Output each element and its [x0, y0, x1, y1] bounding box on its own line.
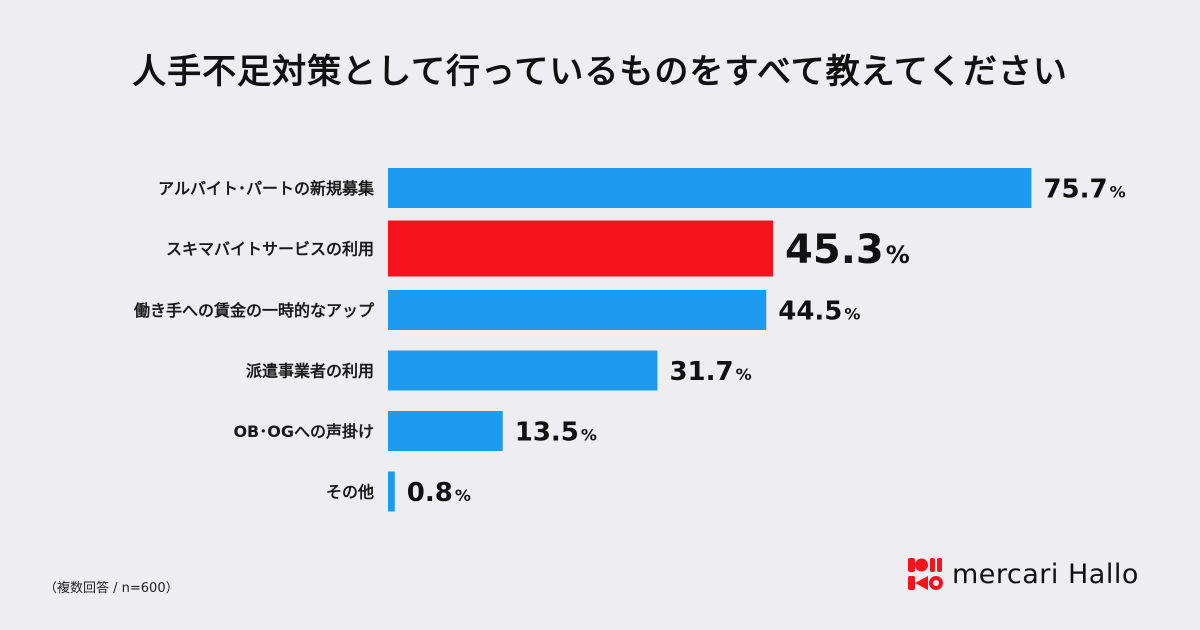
value-label: 44.5% [778, 296, 860, 326]
category-label: 働き手への賃金の一時的なアップ [133, 301, 375, 320]
bar [388, 471, 395, 512]
bar [388, 350, 658, 391]
category-label: その他 [326, 483, 374, 502]
value-label: 45.3% [785, 227, 910, 273]
bar [388, 220, 774, 277]
value-label: 75.7% [1043, 174, 1125, 204]
brand-name: mercari Hallo [952, 558, 1139, 590]
bar [388, 411, 503, 451]
category-label: 派遣事業者の利用 [246, 362, 374, 381]
category-label: アルバイト･パートの新規募集 [158, 179, 375, 198]
bar [388, 168, 1032, 208]
footnote: （複数回答 / n=600） [44, 581, 179, 596]
category-label: OB･OGへの声掛け [233, 422, 374, 441]
bar [388, 290, 767, 330]
category-label: スキマバイトサービスの利用 [166, 240, 374, 259]
chart-title: 人手不足対策として行っているものをすべて教えてください [132, 52, 1068, 92]
mercari-hallo-logo-icon [908, 558, 943, 590]
brand-logo: mercari Hallo [908, 556, 1139, 592]
value-label: 0.8% [407, 478, 471, 508]
value-label: 13.5% [515, 417, 597, 447]
value-label: 31.7% [669, 357, 751, 387]
